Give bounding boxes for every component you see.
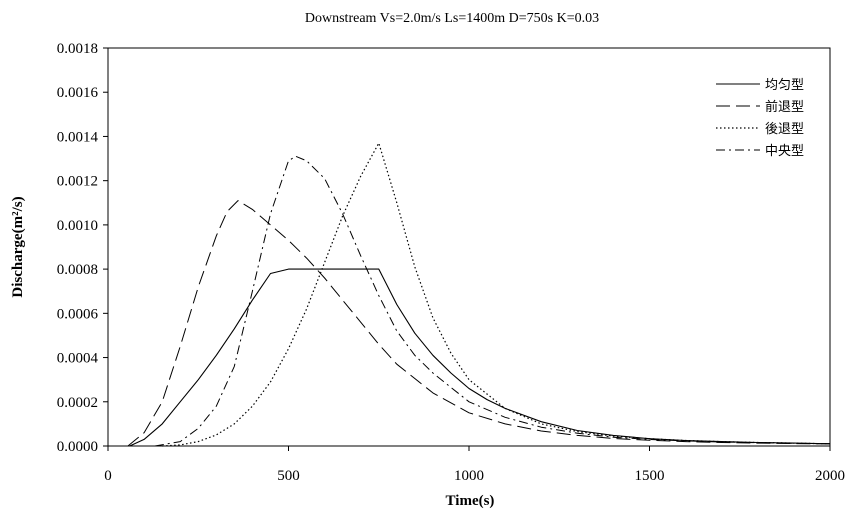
x-tick-label: 2000	[815, 468, 845, 484]
x-tick-label: 1500	[635, 468, 665, 484]
x-tick-label: 1000	[454, 468, 484, 484]
y-tick-label: 0.0012	[57, 174, 98, 190]
series-line-4	[154, 155, 831, 447]
y-tick-label: 0.0000	[57, 439, 98, 455]
x-tick-label: 0	[104, 468, 112, 484]
y-tick-label: 0.0010	[57, 218, 98, 234]
x-axis-ticks: 0 500 1000 1500 2000	[104, 446, 845, 484]
series-line-2	[127, 200, 831, 447]
y-tick-label: 0.0018	[57, 41, 98, 57]
series-layer	[127, 142, 831, 447]
plot-frame	[107, 47, 831, 447]
y-axis-ticks: 0.0000 0.0002 0.0004 0.0006 0.0008 0.0010 0.00…	[57, 41, 108, 455]
legend-label-2: 前退型	[765, 99, 804, 115]
legend-label-3: 後退型	[765, 122, 804, 137]
x-tick-label: 500	[277, 468, 300, 484]
y-tick-label: 0.0004	[57, 351, 99, 367]
y-tick-label: 0.0014	[57, 129, 99, 145]
legend-label-4: 中央型	[765, 144, 804, 159]
y-axis-label: Discharge(m²/s)	[10, 196, 26, 297]
x-axis-label: Time(s)	[446, 493, 495, 509]
y-tick-label: 0.0002	[57, 395, 98, 411]
y-tick-label: 0.0016	[57, 85, 99, 101]
chart-title: Downstream Vs=2.0m/s Ls=1400m D=750s K=0…	[305, 11, 599, 26]
plot-border	[107, 47, 831, 447]
y-tick-label: 0.0008	[57, 262, 98, 278]
y-tick-label: 0.0006	[57, 306, 99, 322]
legend-label-1: 均匀型	[765, 78, 804, 93]
series-line-3	[162, 142, 831, 447]
series-line-1	[129, 268, 831, 447]
